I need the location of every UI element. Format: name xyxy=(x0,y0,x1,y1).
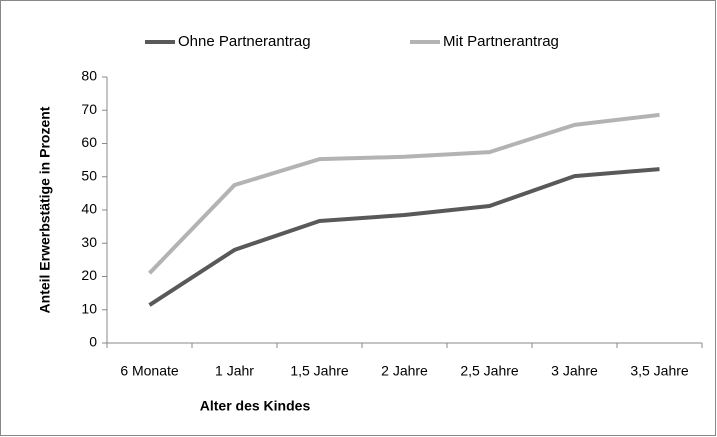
y-tick-label: 80 xyxy=(81,68,97,84)
legend-label: Ohne Partnerantrag xyxy=(178,33,311,50)
x-tick-label: 1 Jahr xyxy=(215,363,254,379)
y-tick-label: 0 xyxy=(89,334,97,350)
x-tick-label: 6 Monate xyxy=(120,363,179,379)
y-axis-label: Anteil Erwerbstätige in Prozent xyxy=(37,106,53,313)
x-tick-label: 3,5 Jahre xyxy=(630,363,689,379)
y-tick-label: 50 xyxy=(81,167,97,183)
y-tick-label: 20 xyxy=(81,267,97,283)
y-tick-label: 70 xyxy=(81,101,97,117)
series-line xyxy=(148,167,660,307)
legend-label: Mit Partnerantrag xyxy=(443,33,559,50)
y-tick-label: 30 xyxy=(81,234,97,250)
series-line xyxy=(148,112,660,275)
y-tick-label: 10 xyxy=(81,300,97,316)
x-tick-label: 2,5 Jahre xyxy=(460,363,519,379)
x-tick-label: 3 Jahre xyxy=(551,363,598,379)
x-axis-label: Alter des Kindes xyxy=(200,398,311,414)
y-tick-label: 40 xyxy=(81,201,97,217)
y-tick-label: 60 xyxy=(81,134,97,150)
x-tick-label: 2 Jahre xyxy=(381,363,428,379)
x-tick-label: 1,5 Jahre xyxy=(290,363,349,379)
